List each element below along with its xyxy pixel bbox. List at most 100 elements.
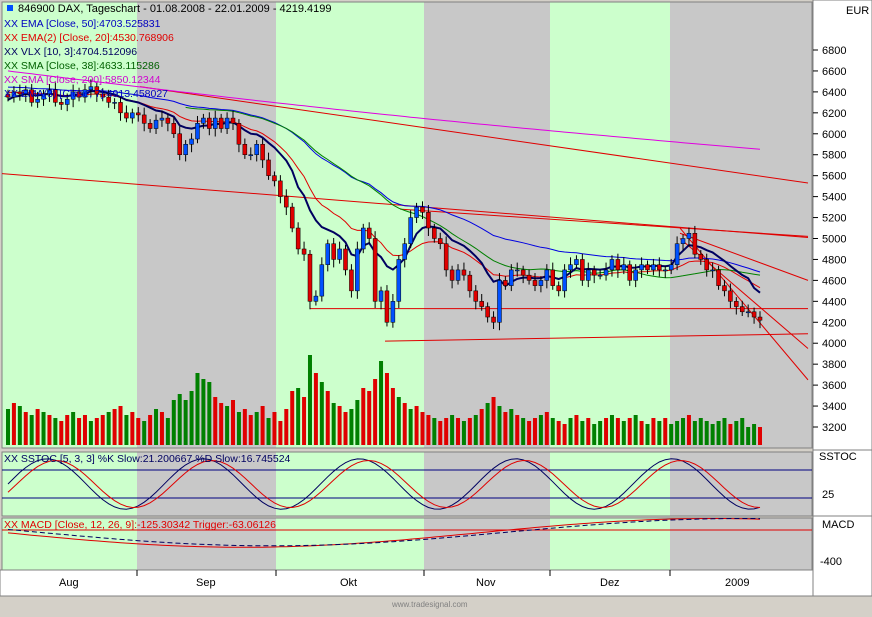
volume-bar bbox=[343, 412, 348, 445]
volume-bar bbox=[290, 391, 295, 445]
sstoc-tick-25: 25 bbox=[822, 489, 834, 501]
candle-body bbox=[745, 311, 751, 314]
volume-bar bbox=[473, 415, 478, 445]
candle-body bbox=[633, 269, 638, 281]
candle-body bbox=[372, 238, 378, 302]
volume-bar bbox=[568, 418, 573, 445]
volume-bar bbox=[426, 415, 431, 445]
candle-body bbox=[165, 117, 171, 124]
volume-bar bbox=[758, 427, 762, 445]
candle-body bbox=[698, 253, 704, 260]
candle-body bbox=[82, 89, 88, 98]
price-tick-label: 3200 bbox=[822, 422, 846, 434]
candle-body bbox=[514, 269, 520, 272]
candle-body bbox=[230, 117, 236, 124]
volume-bar bbox=[355, 400, 360, 445]
volume-bar bbox=[615, 418, 620, 445]
volume-bar bbox=[580, 421, 585, 445]
volume-bar bbox=[633, 415, 638, 445]
legend-vlx: XX VLX [10, 3]:4704.512096 bbox=[4, 46, 137, 58]
volume-bar bbox=[681, 418, 686, 445]
candle-body bbox=[153, 119, 159, 129]
candle-body bbox=[396, 259, 402, 302]
macd-panel bbox=[2, 518, 812, 548]
candle-body bbox=[218, 117, 224, 129]
trendline bbox=[139, 86, 809, 184]
volume-bar bbox=[159, 412, 164, 445]
volume-bar bbox=[651, 418, 656, 445]
volume-bar bbox=[456, 418, 461, 445]
month-band bbox=[137, 518, 276, 570]
candle-body bbox=[503, 280, 508, 286]
candle-body bbox=[207, 117, 212, 129]
candle-body bbox=[580, 259, 585, 281]
volume-bar bbox=[11, 403, 16, 445]
price-tick-label: 6600 bbox=[822, 66, 846, 78]
volume-bar bbox=[544, 412, 549, 445]
candle-body bbox=[266, 159, 271, 176]
candle-body bbox=[272, 175, 277, 182]
macd-line bbox=[7, 518, 761, 548]
volume-bar bbox=[319, 382, 324, 445]
volume-bar bbox=[118, 406, 123, 445]
volume-bar bbox=[88, 421, 93, 445]
volume-bar bbox=[231, 400, 236, 445]
volume-bar bbox=[254, 412, 259, 445]
candle-body bbox=[497, 280, 502, 323]
price-tick-label: 4800 bbox=[822, 254, 846, 266]
candle-body bbox=[307, 253, 313, 302]
candle-body bbox=[212, 117, 218, 129]
volume-bar bbox=[266, 418, 271, 445]
candles bbox=[5, 79, 763, 331]
volume-bar bbox=[592, 424, 597, 445]
volume-bar bbox=[734, 421, 739, 445]
support-line bbox=[384, 333, 809, 342]
candle-body bbox=[295, 227, 301, 250]
candle-body bbox=[645, 264, 650, 271]
candle-body bbox=[751, 311, 757, 318]
sma38-line bbox=[185, 106, 761, 279]
panel-frame bbox=[1, 451, 813, 517]
candle-body bbox=[159, 117, 165, 121]
volume-bar bbox=[272, 412, 277, 445]
time-tick-label: Nov bbox=[476, 577, 496, 589]
volume-bar bbox=[704, 421, 709, 445]
volume-bar bbox=[296, 388, 301, 445]
candle-body bbox=[5, 93, 11, 98]
volume-bar bbox=[130, 412, 135, 445]
volume-bar bbox=[23, 412, 28, 445]
volume-bar bbox=[35, 409, 40, 445]
candle-body bbox=[112, 102, 117, 104]
candle-body bbox=[349, 269, 354, 292]
candle-body bbox=[118, 102, 123, 114]
candle-body bbox=[609, 259, 615, 271]
volume-bar bbox=[195, 373, 200, 445]
month-band bbox=[670, 452, 812, 516]
volume-bar bbox=[491, 397, 496, 445]
resistance-line bbox=[399, 208, 809, 237]
volume-bar bbox=[722, 418, 727, 445]
candle-body bbox=[337, 248, 342, 260]
candle-body bbox=[70, 91, 76, 100]
volume-bar bbox=[663, 418, 668, 445]
volume-bar bbox=[177, 394, 182, 445]
candle-body bbox=[106, 96, 111, 103]
volume-bars bbox=[6, 355, 762, 445]
volume-bar bbox=[420, 412, 425, 445]
volume-bar bbox=[6, 409, 10, 445]
sstoc-d-line bbox=[7, 459, 761, 509]
volume-bar bbox=[675, 421, 680, 445]
candle-body bbox=[734, 301, 739, 307]
macd-caption: XX MACD [Close, 12, 26, 9]:-125.30342 Tr… bbox=[4, 519, 276, 531]
candle-body bbox=[236, 123, 242, 145]
candle-body bbox=[195, 123, 200, 140]
candle-body bbox=[657, 264, 662, 271]
volume-bar bbox=[189, 391, 194, 445]
candle-body bbox=[278, 180, 283, 197]
candle-body bbox=[248, 154, 254, 156]
candle-body bbox=[189, 138, 194, 145]
volume-bar bbox=[574, 415, 579, 445]
candle-body bbox=[284, 196, 289, 208]
volume-bar bbox=[527, 421, 532, 445]
